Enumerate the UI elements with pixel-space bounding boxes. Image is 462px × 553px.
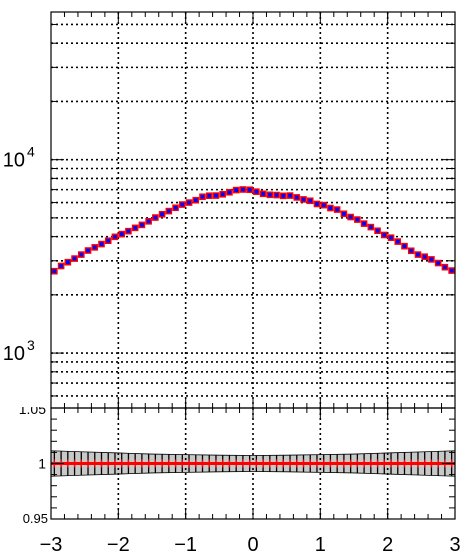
data-point <box>205 192 213 200</box>
data-point <box>374 227 381 235</box>
ratio-panel: 10.951.05−3 −2 −1 0 1 2 3 <box>0 395 461 553</box>
data-point <box>441 263 449 271</box>
data-point <box>165 207 173 215</box>
data-point <box>293 194 301 201</box>
data-point <box>347 213 354 221</box>
y-tick-label: 10 <box>3 150 25 172</box>
data-point <box>360 220 368 227</box>
data-point <box>320 201 328 209</box>
data-point <box>259 190 267 198</box>
data-point <box>199 193 206 201</box>
data-point <box>77 251 85 258</box>
data-point <box>51 267 58 275</box>
main-panel-ticks <box>50 12 456 408</box>
data-point <box>387 234 395 241</box>
data-point <box>172 204 179 212</box>
y-tick-label-exponent: 3 <box>27 337 35 353</box>
data-point <box>219 191 227 198</box>
data-point <box>367 223 375 231</box>
ratio-panel-tick-labels: 10.951.05−3 −2 −1 0 1 2 3 <box>0 395 461 553</box>
data-point <box>118 230 125 238</box>
x-tick-label: 3 <box>449 534 460 553</box>
data-point <box>340 210 348 218</box>
data-point <box>84 247 92 254</box>
data-point <box>246 186 253 194</box>
ratio-panel-frame <box>50 407 456 520</box>
data-point <box>212 192 220 199</box>
data-point <box>286 192 294 199</box>
data-point <box>394 238 402 245</box>
data-point <box>57 262 65 270</box>
data-point <box>448 267 455 274</box>
data-point <box>71 255 78 262</box>
data-point <box>313 200 321 208</box>
data-point <box>131 224 139 232</box>
data-point <box>327 204 334 212</box>
data-point <box>111 233 119 241</box>
data-point <box>152 214 159 221</box>
x-tick-label: 2 <box>382 534 393 553</box>
data-point <box>91 244 99 251</box>
data-point <box>273 191 280 199</box>
y-tick-label: 10 <box>3 343 25 365</box>
label-clip-mask <box>0 395 50 407</box>
ratio-line-group <box>51 459 455 468</box>
data-point <box>421 253 429 260</box>
data-point <box>253 188 260 195</box>
data-point <box>428 256 435 263</box>
data-point <box>266 191 274 199</box>
data-point <box>306 197 314 205</box>
data-point <box>232 186 240 194</box>
data-point <box>300 196 307 203</box>
data-point <box>158 210 166 218</box>
data-point <box>64 258 72 266</box>
x-tick-label: 1 <box>315 534 326 553</box>
main-panel-points <box>51 186 455 275</box>
x-tick-label: −2 <box>107 534 130 553</box>
data-point <box>178 201 186 208</box>
x-tick-label: 0 <box>247 534 258 553</box>
data-point <box>381 231 388 239</box>
data-point <box>239 186 247 193</box>
data-point <box>145 218 152 225</box>
data-point <box>138 221 146 229</box>
data-point <box>333 206 341 213</box>
data-point <box>434 259 442 267</box>
data-point <box>125 227 132 235</box>
data-point <box>414 251 422 258</box>
ratio-y-tick-label: 0.95 <box>23 511 48 526</box>
x-tick-label: −1 <box>174 534 197 553</box>
data-point <box>98 240 105 248</box>
data-point <box>407 247 415 255</box>
data-point <box>185 199 193 206</box>
data-point <box>280 192 287 200</box>
ratio-y-tick-label: 1 <box>38 456 46 472</box>
data-point <box>104 237 112 245</box>
x-tick-label: −3 <box>40 534 63 553</box>
data-point <box>401 242 408 250</box>
data-point <box>226 188 233 196</box>
main-panel-grid <box>51 12 455 408</box>
data-point <box>354 216 361 223</box>
data-point <box>192 196 200 204</box>
y-tick-label-exponent: 4 <box>27 144 35 160</box>
